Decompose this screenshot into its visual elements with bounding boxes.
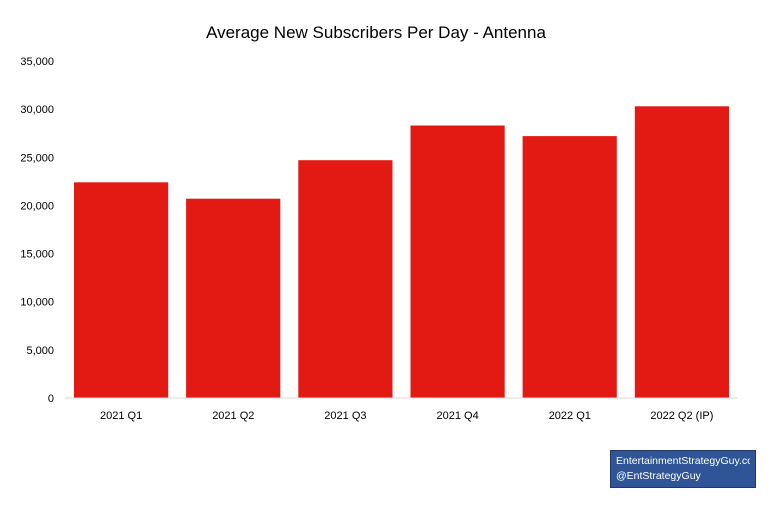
y-tick-label: 15,000 xyxy=(20,249,54,261)
bar xyxy=(74,182,169,398)
y-axis: 0 5,000 10,000 15,000 20,000 25,000 30,000 35,0… xyxy=(20,56,54,405)
y-tick-label: 20,000 xyxy=(20,200,54,212)
y-tick-label: 0 xyxy=(48,393,54,405)
x-axis: 2021 Q1 2021 Q2 2021 Q3 2021 Q4 2022 Q1 2022 … xyxy=(100,410,713,422)
x-tick-label: 2021 Q4 xyxy=(436,410,478,422)
bar xyxy=(634,106,729,399)
bar xyxy=(298,160,393,398)
x-tick-label: 2022 Q2 (IP) xyxy=(650,410,713,422)
y-tick-label: 35,000 xyxy=(20,56,54,68)
watermark-handle: @EntStrategyGuy xyxy=(616,470,701,482)
watermark-box: EntertainmentStrategyGuy.com @EntStrateg… xyxy=(610,450,756,488)
chart-title: Average New Subscribers Per Day - Antenn… xyxy=(206,23,546,42)
x-tick-label: 2021 Q2 xyxy=(212,410,254,422)
y-tick-label: 30,000 xyxy=(20,104,54,116)
x-tick-label: 2022 Q1 xyxy=(549,410,591,422)
x-tick-label: 2021 Q1 xyxy=(100,410,142,422)
bar xyxy=(186,198,281,398)
y-tick-label: 25,000 xyxy=(20,152,54,164)
bar-series xyxy=(74,106,729,399)
bar xyxy=(410,125,505,398)
watermark-site: EntertainmentStrategyGuy.com xyxy=(616,455,750,467)
x-tick-label: 2021 Q3 xyxy=(324,410,366,422)
y-tick-label: 5,000 xyxy=(26,345,54,357)
y-tick-label: 10,000 xyxy=(20,297,54,309)
bar xyxy=(522,136,617,398)
